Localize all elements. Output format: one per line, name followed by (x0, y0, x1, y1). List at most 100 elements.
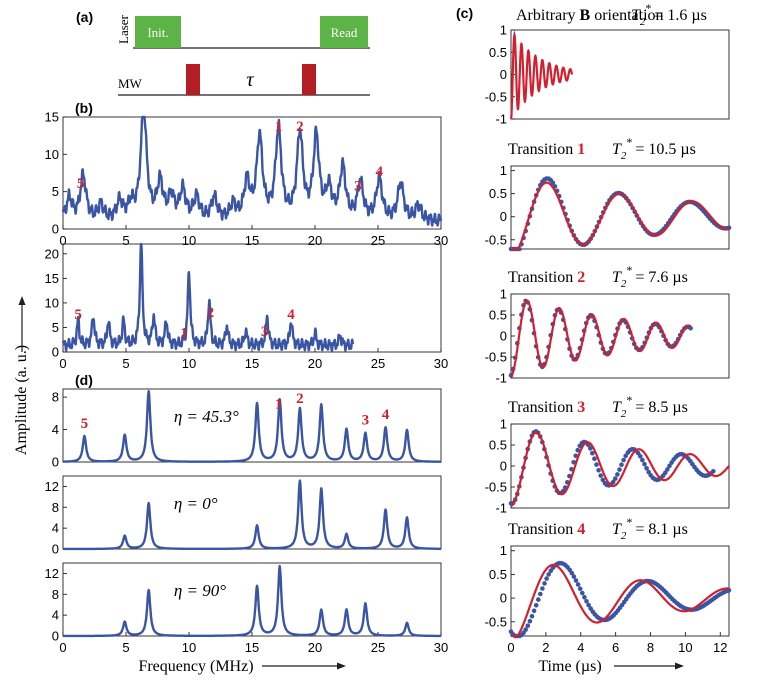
x-axis-title-frequency: Frequency (MHz) (138, 658, 253, 675)
t2-subscript: 2 (621, 530, 627, 542)
peak-annotation: 3 (354, 178, 362, 194)
x-tick-label: 15 (245, 640, 259, 655)
panel-title: Transition 3 (508, 399, 585, 416)
data-point (644, 466, 649, 471)
eta-label: η = 0° (174, 494, 218, 513)
spectrum-line (62, 564, 442, 638)
data-point (621, 457, 626, 463)
x-tick-label: 10 (678, 640, 692, 655)
y-tick-label: 0 (52, 542, 59, 557)
y-tick-label: 4 (52, 422, 59, 437)
x-tick-label: 10 (182, 233, 196, 248)
data-point (596, 468, 601, 473)
panel-title: Arbitrary B orientation (516, 7, 664, 24)
data-point (663, 470, 668, 476)
y-tick-label: 10 (45, 295, 59, 310)
y-tick-label: 0 (52, 455, 59, 470)
y-tick-label: 0 (52, 222, 59, 237)
y-tick-label: 8 (52, 587, 59, 602)
plot-frame (510, 545, 730, 637)
data-point (640, 457, 645, 463)
data-point (665, 467, 670, 472)
y-tick-label: 0 (52, 629, 59, 644)
t2-star: * (626, 135, 632, 149)
y-tick-label: 0 (500, 459, 507, 474)
laser-label: Laser (116, 14, 131, 44)
x-arrow-time (614, 662, 684, 670)
t2-star-value: T2* = 1.6 µs (631, 1, 707, 28)
x-tick-label: 12 (713, 640, 727, 655)
t2-star-value: T2* = 7.6 µs (612, 263, 688, 290)
data-point (538, 591, 543, 597)
data-point (584, 599, 589, 604)
fit-curve (511, 181, 730, 251)
data-point (600, 477, 606, 483)
data-point (533, 603, 539, 608)
x-tick-label: 20 (308, 356, 322, 371)
init-pulse (135, 16, 181, 48)
data-point (667, 463, 672, 469)
t2-star-value: T2* = 8.1 µs (612, 515, 688, 542)
transition-number: 3 (577, 399, 585, 416)
panel-label: (b) (75, 100, 93, 116)
t2-symbol: T (612, 269, 622, 286)
data-point (544, 576, 549, 581)
data-point (550, 180, 556, 186)
transition-word: Transition (508, 521, 573, 538)
peak-annotation: 1 (180, 325, 188, 341)
peak-annotation: 4 (382, 407, 390, 423)
init-label: Init. (147, 25, 168, 40)
panel-b-bottom-spectrum: 0 5 10 15 20 0 5 10 15 20 25 30 5 1 2 3 4 (45, 242, 448, 371)
y-tick-label: 1 (500, 287, 507, 302)
peak-annotation: 3 (261, 324, 269, 340)
x-tick-label: 0 (59, 233, 66, 248)
y-tick-label: 0 (500, 329, 507, 344)
data-point (575, 582, 581, 587)
data-point (623, 453, 628, 459)
fit-curve (511, 563, 729, 638)
panel-title: Transition 1 (508, 141, 585, 158)
y-tick-label: 10 (45, 147, 59, 162)
x-tick-label: 25 (371, 640, 385, 655)
read-pulse (320, 16, 368, 48)
t2-number: = 1.6 µs (654, 7, 706, 24)
x-tick-label: 0 (59, 640, 66, 655)
y-tick-label: -1 (495, 371, 507, 386)
y-tick-label: -0.5 (485, 480, 507, 495)
panel-d-eta-0-spectrum: 0 4 8 12 η = 0° (45, 475, 442, 557)
y-tick-label: 1 (500, 417, 507, 432)
data-point (580, 590, 585, 596)
y-tick-label: 20 (45, 246, 59, 261)
plot-frame (62, 116, 442, 230)
y-tick-label: 12 (45, 566, 59, 581)
x-tick-label: 15 (245, 233, 259, 248)
peak-annotation: 5 (81, 416, 89, 432)
data-point (527, 618, 533, 624)
data-point (546, 572, 551, 577)
y-tick-label: 8 (52, 500, 59, 515)
t2-subscript: 2 (621, 408, 627, 420)
transition-number: 4 (577, 521, 585, 538)
peak-annotation: 1 (275, 396, 283, 412)
x-tick-label: 20 (308, 640, 322, 655)
y-tick-label: -0.5 (485, 89, 507, 104)
t2-star-value: T2* = 8.5 µs (612, 393, 688, 420)
peak-annotation: 2 (207, 305, 215, 321)
fit-curve (510, 431, 730, 507)
y-tick-label: 0.5 (489, 186, 507, 201)
panel-title: Transition 4 (508, 521, 585, 538)
data-point (536, 597, 541, 602)
mw-pulse-2 (302, 64, 316, 95)
y-tick-label: 15 (45, 110, 59, 125)
y-tick-label: 4 (52, 521, 59, 536)
data-point (615, 472, 620, 477)
mw-pulse-1 (186, 64, 200, 95)
x-tick-label: 25 (371, 233, 385, 248)
data-point (531, 608, 537, 614)
data-point (638, 454, 643, 459)
data-point (582, 594, 587, 600)
